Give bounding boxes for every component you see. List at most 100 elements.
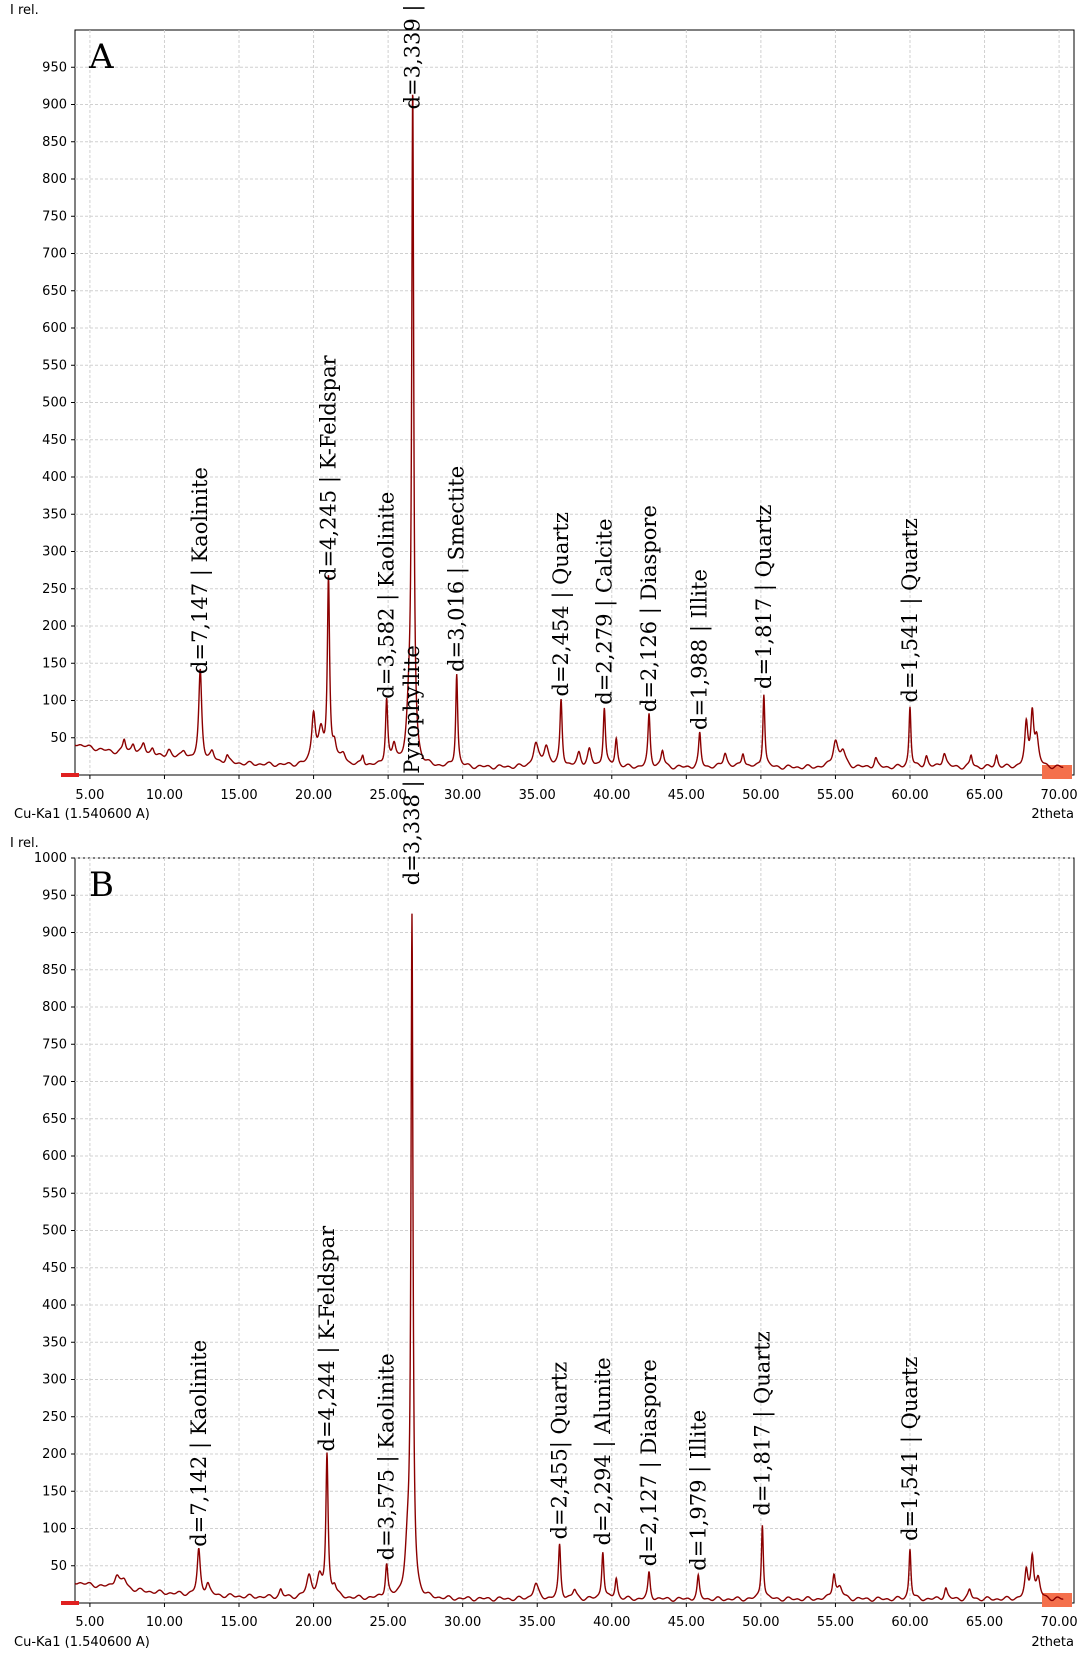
diffraction-trace [74,94,1064,770]
diffraction-trace [74,913,1064,1602]
y-tick-label: 400 [42,470,67,485]
y-tick-label: 550 [42,1186,67,1201]
panel-letter: A [88,37,114,77]
x-tick-label: 5.00 [75,788,104,803]
peak-label: d=3,016 | Smectite [445,466,470,672]
peak-label: d=1,979 | Illite [686,1410,711,1571]
y-tick-label: 250 [42,1410,67,1425]
range-marker[interactable] [1042,765,1072,779]
x-tick-label: 35.00 [519,1615,556,1630]
peak-label: d=2,279 | Calcite [592,518,617,704]
x-tick-label: 60.00 [891,1615,928,1630]
y-axis-label: I rel. [10,836,39,851]
x-tick-label: 65.00 [966,788,1003,803]
y-tick-label: 100 [42,694,67,709]
peak-label: d=4,244 | K-Feldspar [315,1225,340,1452]
y-tick-label: 100 [42,1522,67,1537]
y-tick-label: 650 [42,1112,67,1127]
x-tick-label: 30.00 [444,1615,481,1630]
y-tick-label: 900 [42,98,67,113]
x-tick-label: 30.00 [444,788,481,803]
x-tick-label: 15.00 [220,788,257,803]
peak-label: d=2,294 | Alunite [591,1357,616,1545]
peak-label: d=3,575 | Kaolinite [375,1353,400,1560]
x-tick-label: 5.00 [75,1615,104,1630]
y-tick-label: 150 [42,1484,67,1499]
y-tick-label: 50 [50,1559,67,1574]
y-tick-label: 700 [42,1075,67,1090]
y-tick-label: 900 [42,926,67,941]
peak-label: d=1,817 | Quartz [752,505,777,689]
y-tick-label: 450 [42,1261,67,1276]
y-tick-label: 450 [42,433,67,448]
radiation-source-label: Cu-Ka1 (1.540600 A) [14,1635,150,1650]
y-tick-label: 500 [42,1224,67,1239]
x-tick-label: 45.00 [668,788,705,803]
y-tick-label: 550 [42,358,67,373]
peak-label: d=2,126 | Diaspore [637,505,662,712]
y-tick-label: 850 [42,135,67,150]
peak-label: d=3,338 | Pyrophyllite [400,645,425,885]
y-tick-label: 400 [42,1298,67,1313]
y-tick-label: 950 [42,60,67,75]
x-tick-label: 25.00 [370,1615,407,1630]
x-tick-label: 45.00 [668,1615,705,1630]
y-tick-label: 750 [42,209,67,224]
peak-label: d=2,455| Quartz [548,1362,573,1540]
x-tick-label: 10.00 [146,788,183,803]
chart-panel-b: 50 100 150 200 250 300 350 400 450 500 550 600 650 70… [10,645,1078,1650]
x-tick-label: 35.00 [519,788,556,803]
peak-label: d=2,127 | Diaspore [637,1359,662,1566]
y-tick-label: 500 [42,396,67,411]
x-tick-label: 20.00 [295,1615,332,1630]
y-tick-label: 300 [42,1373,67,1388]
y-tick-label: 350 [42,1335,67,1350]
x-tick-label: 10.00 [146,1615,183,1630]
y-tick-label: 600 [42,1149,67,1164]
x-tick-label: 20.00 [295,788,332,803]
x-axis-label: 2theta [1031,807,1074,822]
x-tick-label: 50.00 [742,788,779,803]
peak-label: d=1,817 | Quartz [750,1331,775,1515]
y-tick-label: 50 [50,731,67,746]
x-tick-label: 65.00 [966,1615,1003,1630]
peak-label: d=2,454 | Quartz [549,512,574,696]
x-tick-label: 70.00 [1040,788,1077,803]
peak-label: d=3,582 | Kaolinite [375,492,400,699]
peak-label: d=3,339 | Illite [401,0,426,109]
x-tick-label: 40.00 [593,1615,630,1630]
y-axis-label: I rel. [10,3,39,18]
panel-letter: B [89,865,114,905]
y-tick-label: 300 [42,545,67,560]
y-tick-label: 200 [42,1447,67,1462]
plot-area [74,857,1075,1604]
x-tick-label: 15.00 [220,1615,257,1630]
y-tick-label: 250 [42,582,67,597]
y-tick-label: 150 [42,656,67,671]
y-tick-label: 700 [42,247,67,262]
x-tick-label: 25.00 [370,788,407,803]
x-tick-label: 50.00 [742,1615,779,1630]
y-tick-label: 200 [42,619,67,634]
y-tick-label: 800 [42,1000,67,1015]
y-tick-label: 850 [42,963,67,978]
y-tick-label: 350 [42,507,67,522]
x-tick-label: 60.00 [891,788,928,803]
x-tick-label: 70.00 [1040,1615,1077,1630]
y-tick-label: 650 [42,284,67,299]
x-tick-label: 55.00 [817,1615,854,1630]
origin-marker [61,1601,79,1605]
x-tick-label: 40.00 [593,788,630,803]
x-axis-label: 2theta [1031,1635,1074,1650]
y-tick-label: 800 [42,172,67,187]
y-tick-label: 1000 [34,851,67,866]
peak-label: d=1,988 | Illite [688,569,713,730]
plot-area [74,29,1075,776]
chart-panel-a: 50 100 150 200 250 300 350 400 450 500 550 600 650 70… [10,0,1078,822]
x-tick-label: 55.00 [817,788,854,803]
range-marker[interactable] [1042,1593,1072,1607]
peak-label: d=1,541 | Quartz [898,518,923,702]
y-tick-label: 600 [42,321,67,336]
y-tick-label: 750 [42,1037,67,1052]
